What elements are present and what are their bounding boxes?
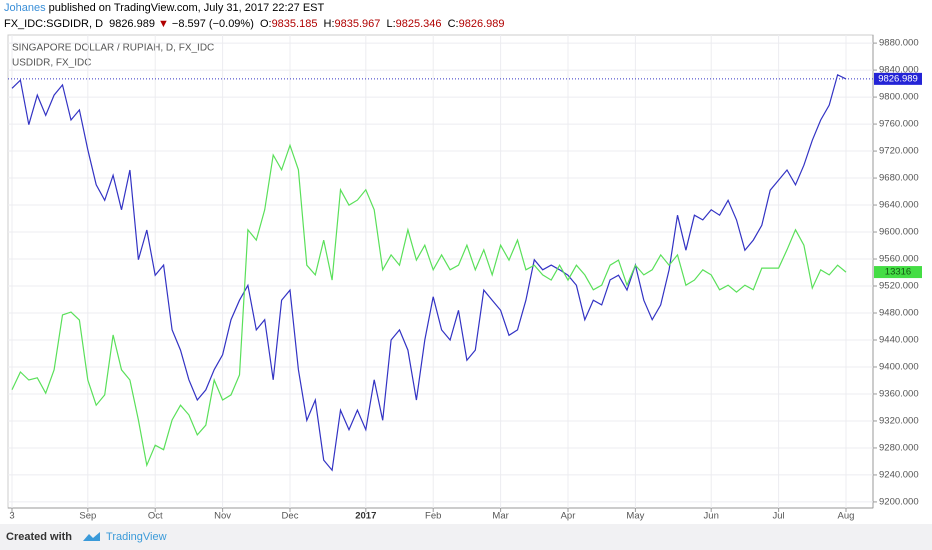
y-tick-label: 9200.000 xyxy=(879,496,919,507)
x-tick-label: Dec xyxy=(282,511,299,522)
grid xyxy=(8,35,873,508)
x-tick-label: Aug xyxy=(838,511,855,522)
x-tick-label: Jul xyxy=(773,511,785,522)
brand-logo xyxy=(83,532,101,541)
open: 9835.185 xyxy=(271,18,318,30)
y-tick-label: 9400.000 xyxy=(879,361,919,372)
x-tick-label: Apr xyxy=(561,511,576,522)
x-tick-label: Mar xyxy=(492,511,508,522)
y-tick-label: 9880.000 xyxy=(879,38,919,49)
y-tick-label: 9480.000 xyxy=(879,308,919,319)
y-tick-label: 9760.000 xyxy=(879,119,919,130)
x-tick-label: Jun xyxy=(704,511,719,522)
y-tick-label: 9560.000 xyxy=(879,254,919,265)
y-tick-label: 9680.000 xyxy=(879,173,919,184)
chart: SINGAPORE DOLLAR / RUPIAH, D, FX_IDC USD… xyxy=(7,34,922,522)
y-tick-label: 9840.000 xyxy=(879,65,919,76)
x-tick-label: 2017 xyxy=(355,511,376,522)
change: −8.597 (−0.09%) xyxy=(171,18,254,30)
x-tick-label: Feb xyxy=(425,511,441,522)
published: published on TradingView.com, July 31, 2… xyxy=(48,2,325,14)
author[interactable]: Johanes xyxy=(4,2,46,14)
y-tick-label: 9720.000 xyxy=(879,146,919,157)
y-tick-label: 9240.000 xyxy=(879,469,919,480)
quote: FX_IDC:SGDIDR, D 9826.989 ▼ −8.597 (−0.09… xyxy=(4,18,508,30)
symbol: FX_IDC:SGDIDR, D xyxy=(4,18,104,30)
last-value-tag xyxy=(874,72,922,85)
high: 9835.967 xyxy=(334,18,381,30)
last-value-label: 13316 xyxy=(885,267,911,278)
y-tick-label: 9280.000 xyxy=(879,442,919,453)
x-tick-label: Sep xyxy=(79,511,96,522)
close-label: C: xyxy=(447,18,459,30)
x-tick-label: 3 xyxy=(9,511,14,522)
y-tick-label: 9320.000 xyxy=(879,415,919,426)
y-tick-label: 9520.000 xyxy=(879,281,919,292)
last-value-tag xyxy=(874,266,922,279)
created-with: Created with xyxy=(6,531,73,543)
y-tick-label: 9600.000 xyxy=(879,227,919,238)
x-tick-label: Nov xyxy=(214,511,231,522)
low: 9825.346 xyxy=(395,18,442,30)
y-tick-label: 9800.000 xyxy=(879,92,919,103)
x-tick-label: May xyxy=(626,511,644,522)
last: 9826.989 xyxy=(109,18,155,30)
series-line xyxy=(11,73,847,472)
y-tick-label: 9360.000 xyxy=(879,388,919,399)
plot-frame xyxy=(7,34,874,509)
legend-series-0: SINGAPORE DOLLAR / RUPIAH, D, FX_IDC xyxy=(12,43,214,54)
close: 9826.989 xyxy=(458,18,505,30)
brand[interactable]: TradingView xyxy=(106,531,167,543)
low-label: L: xyxy=(386,18,396,30)
arrow: ▼ xyxy=(157,18,169,30)
header: Johanes published on TradingView.com, Ju… xyxy=(4,2,327,14)
legend-series-1: USDIDR, FX_IDC xyxy=(12,58,91,69)
high-label: H: xyxy=(323,18,335,30)
y-tick-label: 9640.000 xyxy=(879,200,919,211)
last-value-label: 9826.989 xyxy=(878,73,918,84)
footer: Created with TradingView xyxy=(0,524,932,550)
open-label: O: xyxy=(259,18,272,30)
x-tick-label: Oct xyxy=(148,511,163,522)
y-tick-label: 9440.000 xyxy=(879,335,919,346)
series-line xyxy=(11,143,847,468)
